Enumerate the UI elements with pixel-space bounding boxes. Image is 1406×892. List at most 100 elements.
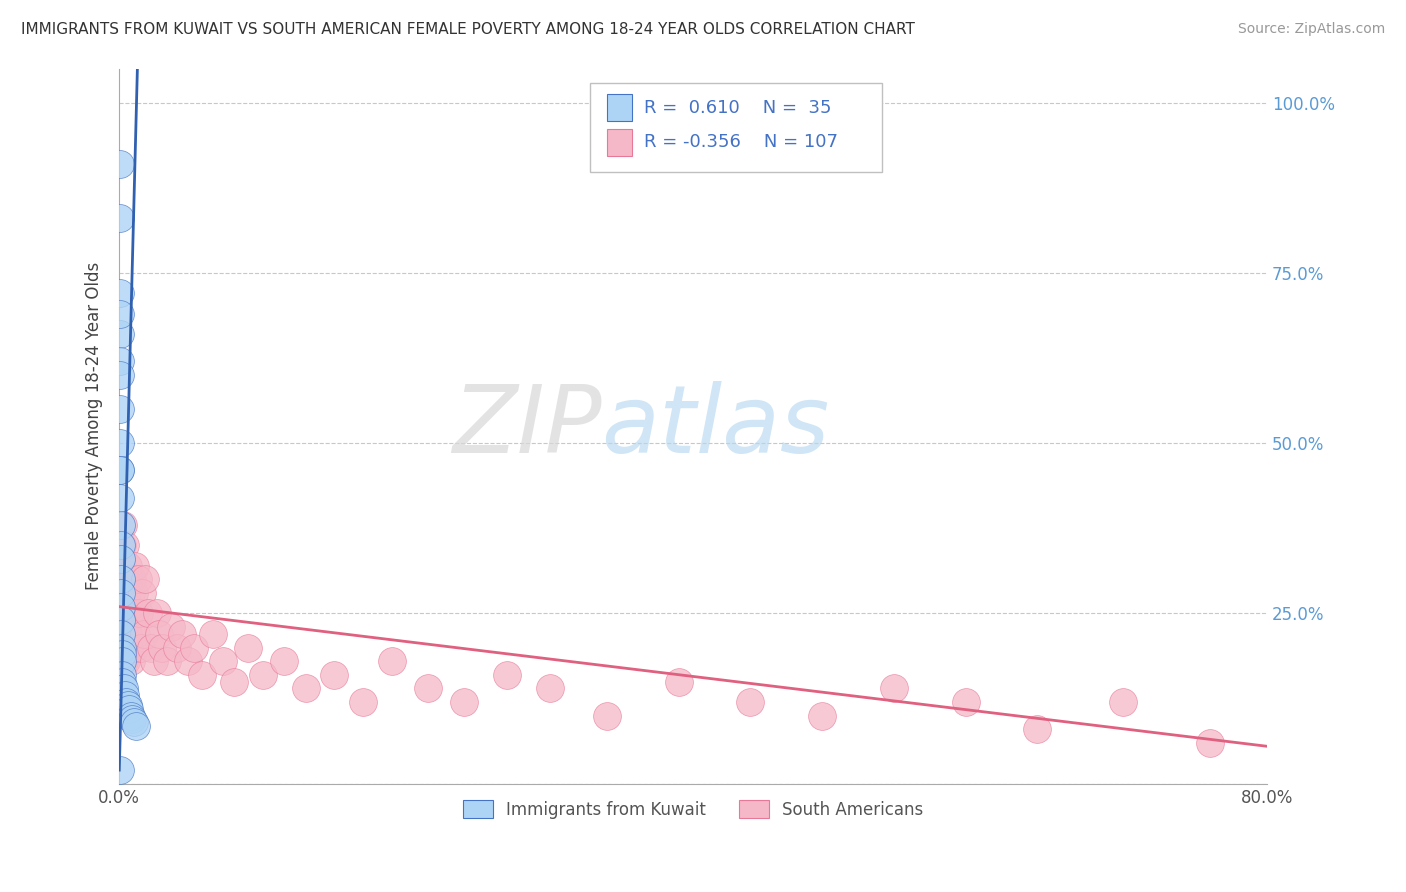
Point	[811, 708, 834, 723]
Point	[108, 661, 131, 675]
Point	[108, 558, 131, 573]
Point	[381, 654, 404, 668]
Point	[122, 586, 145, 600]
Point	[111, 517, 134, 532]
Point	[110, 607, 132, 621]
Point	[139, 640, 162, 655]
Point	[1198, 736, 1220, 750]
Point	[118, 702, 141, 716]
Point	[121, 712, 143, 726]
Point	[110, 586, 132, 600]
Bar	[607, 128, 633, 156]
Point	[108, 648, 131, 662]
Point	[122, 715, 145, 730]
Point	[1026, 723, 1049, 737]
Point	[108, 613, 131, 627]
Point	[121, 573, 143, 587]
Point	[110, 552, 132, 566]
Point	[110, 538, 132, 552]
Point	[114, 573, 136, 587]
Point	[111, 674, 134, 689]
Point	[108, 368, 131, 382]
Point	[108, 307, 131, 321]
Point	[118, 640, 141, 655]
Point	[112, 592, 135, 607]
Point	[1112, 695, 1135, 709]
Point	[108, 286, 131, 301]
Point	[115, 654, 138, 668]
Point	[111, 613, 134, 627]
Point	[108, 538, 131, 552]
Point	[114, 538, 136, 552]
Point	[115, 586, 138, 600]
Point	[495, 667, 517, 681]
Point	[110, 491, 132, 505]
Point	[955, 695, 977, 709]
Point	[110, 648, 132, 662]
Point	[117, 698, 139, 713]
Point	[108, 627, 131, 641]
Point	[114, 688, 136, 702]
Point	[108, 573, 131, 587]
Point	[120, 708, 142, 723]
Point	[136, 607, 159, 621]
Point	[108, 586, 131, 600]
Point	[108, 211, 131, 226]
Point	[110, 599, 132, 614]
Point	[110, 599, 132, 614]
Point	[124, 558, 146, 573]
Point	[191, 667, 214, 681]
Point	[115, 573, 138, 587]
Point	[110, 640, 132, 655]
Point	[108, 640, 131, 655]
Point	[108, 627, 131, 641]
Point	[117, 558, 139, 573]
Point	[117, 627, 139, 641]
Point	[112, 681, 135, 696]
Point	[352, 695, 374, 709]
Point	[110, 573, 132, 587]
Point	[111, 627, 134, 641]
Point	[111, 586, 134, 600]
Point	[177, 654, 200, 668]
Point	[108, 579, 131, 593]
Point	[120, 586, 142, 600]
Point	[110, 586, 132, 600]
Point	[108, 558, 131, 573]
Point	[122, 640, 145, 655]
Point	[323, 667, 346, 681]
Point	[453, 695, 475, 709]
Point	[108, 763, 131, 777]
Point	[125, 627, 148, 641]
Point	[166, 640, 188, 655]
Point	[111, 573, 134, 587]
Point	[108, 436, 131, 450]
Point	[111, 538, 134, 552]
Point	[110, 620, 132, 634]
Point	[883, 681, 905, 696]
Point	[110, 517, 132, 532]
Point	[740, 695, 762, 709]
Point	[108, 157, 131, 171]
Point	[111, 633, 134, 648]
Point	[110, 627, 132, 641]
Legend: Immigrants from Kuwait, South Americans: Immigrants from Kuwait, South Americans	[456, 794, 931, 825]
Point	[145, 607, 167, 621]
Point	[538, 681, 561, 696]
Point	[416, 681, 439, 696]
Point	[127, 573, 149, 587]
Point	[111, 661, 134, 675]
Point	[111, 667, 134, 681]
Point	[110, 573, 132, 587]
Point	[110, 607, 132, 621]
Point	[114, 607, 136, 621]
Point	[110, 586, 132, 600]
Y-axis label: Female Poverty Among 18-24 Year Olds: Female Poverty Among 18-24 Year Olds	[86, 262, 103, 591]
Point	[110, 627, 132, 641]
Text: Source: ZipAtlas.com: Source: ZipAtlas.com	[1237, 22, 1385, 37]
Bar	[607, 95, 633, 121]
Point	[108, 354, 131, 368]
Point	[160, 620, 183, 634]
Point	[150, 640, 173, 655]
Point	[294, 681, 316, 696]
